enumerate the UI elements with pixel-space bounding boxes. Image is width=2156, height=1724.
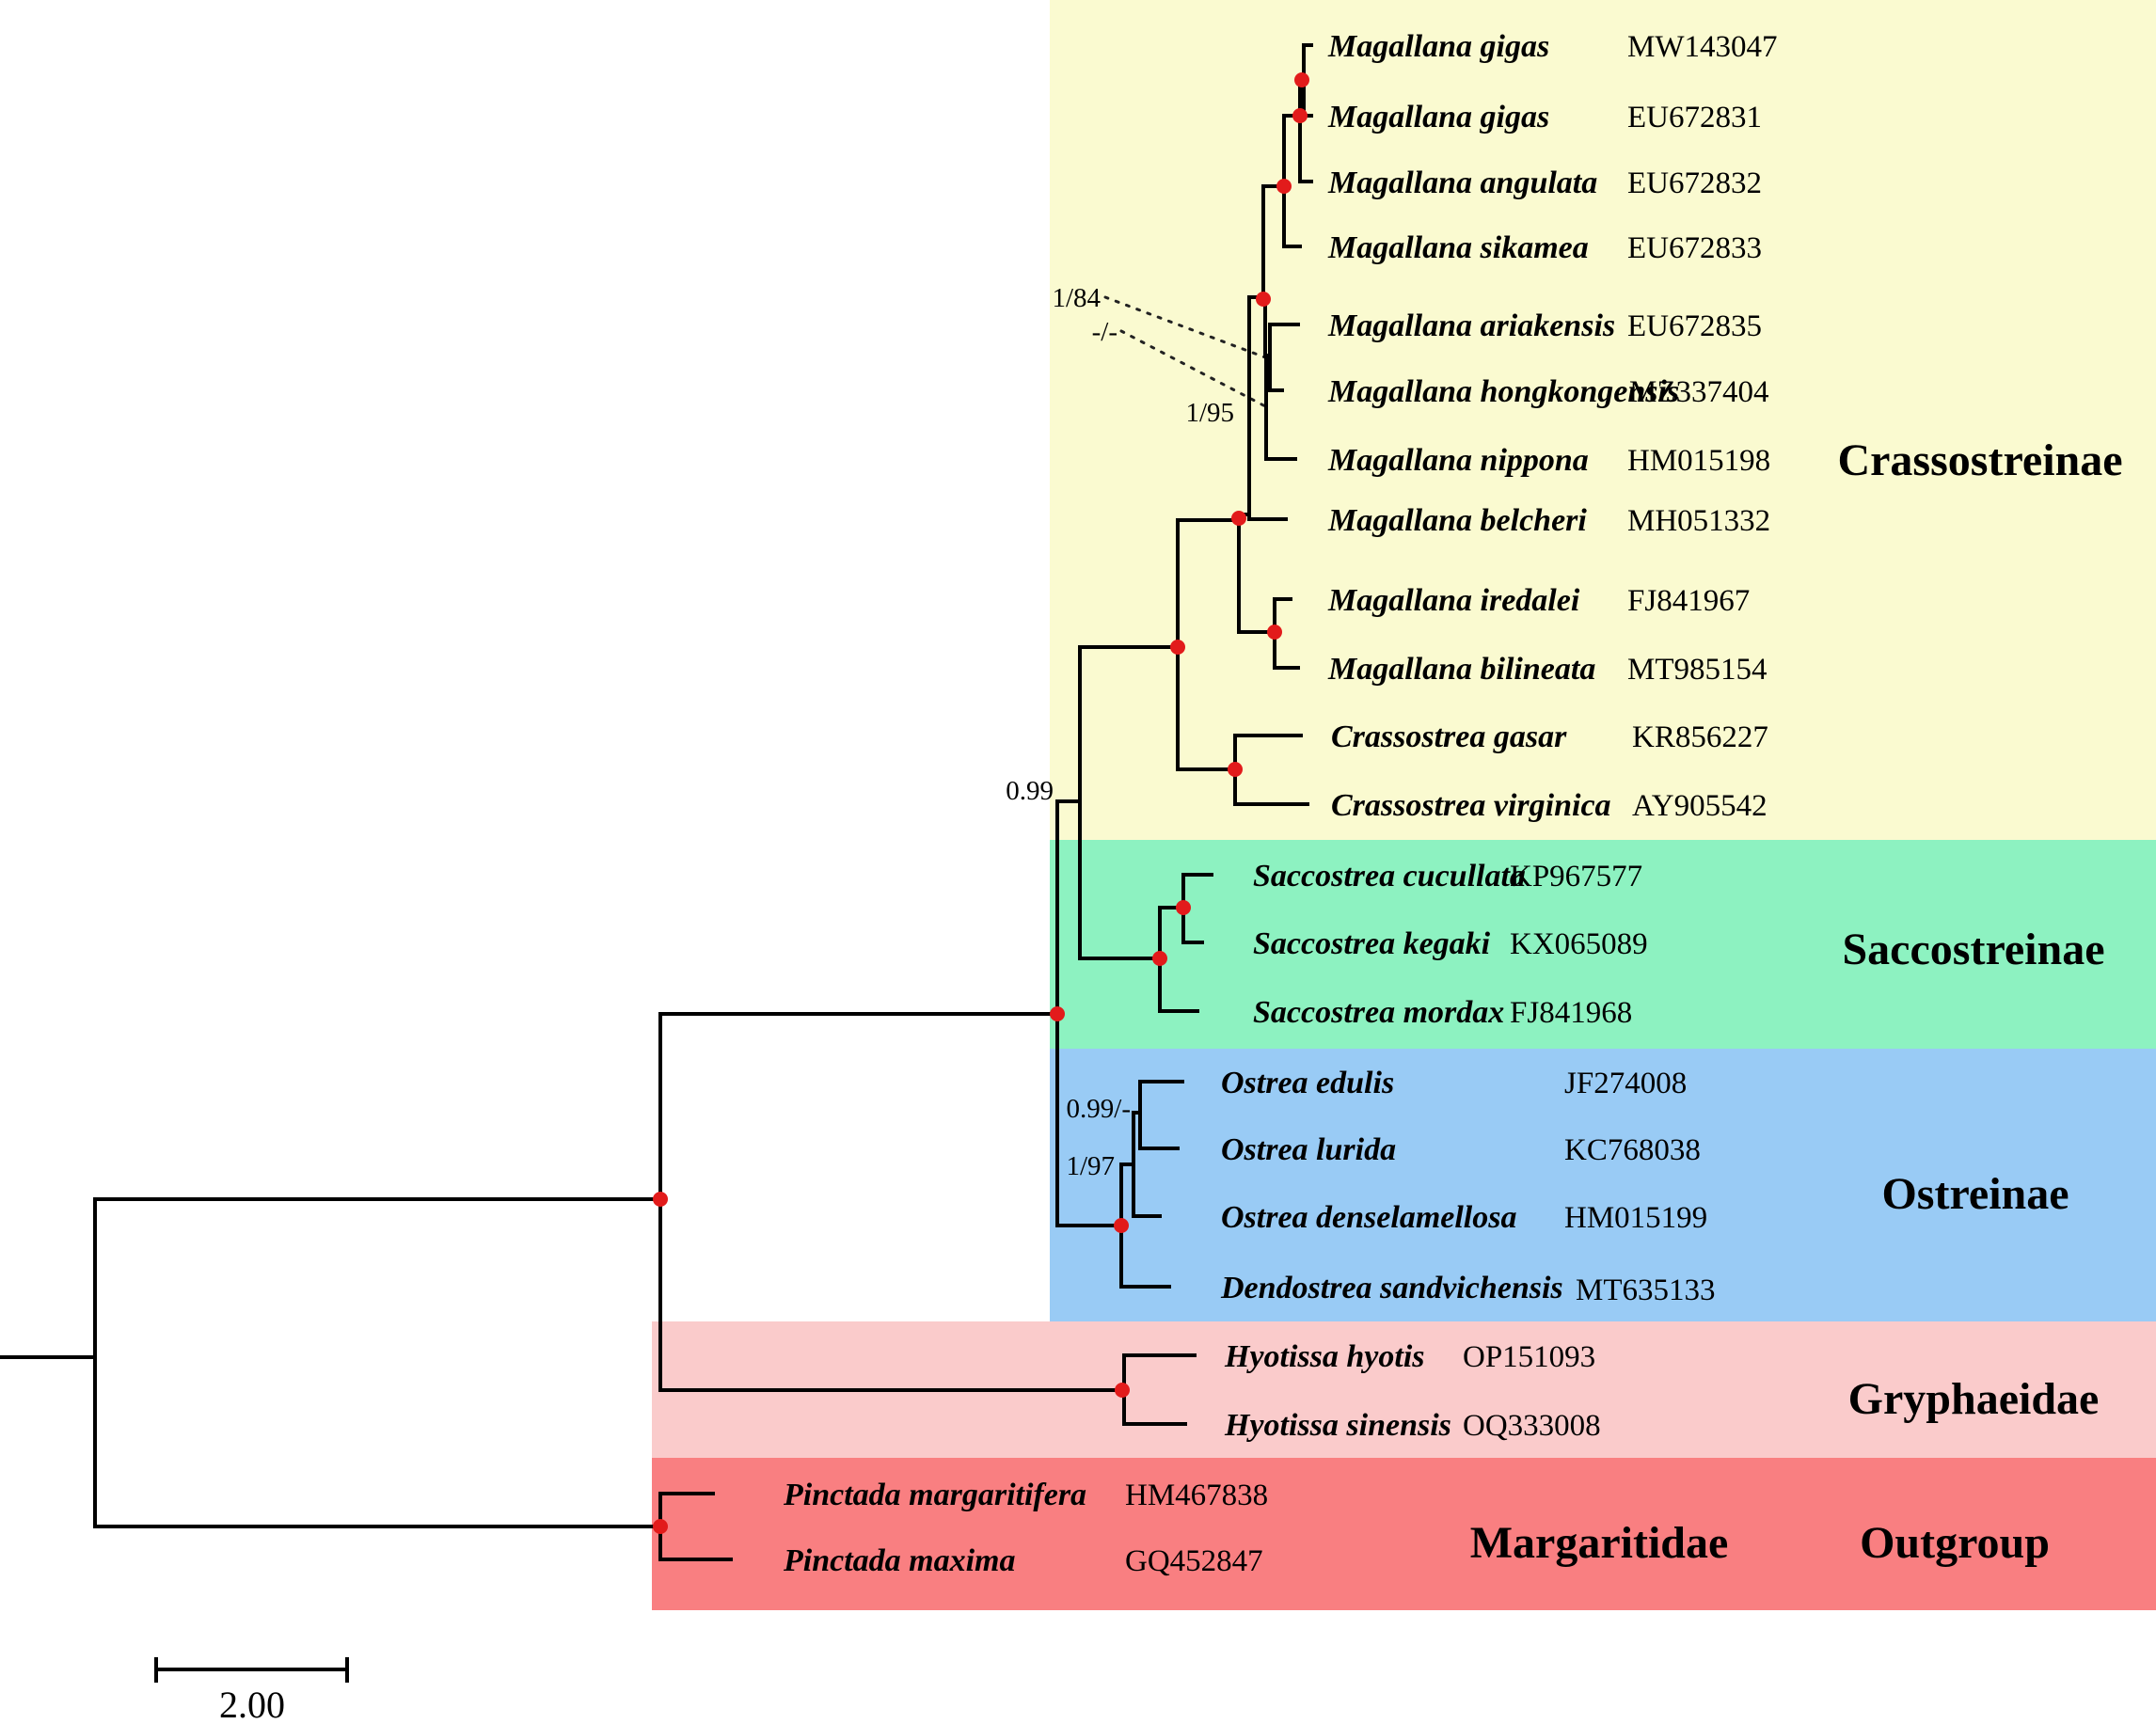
taxon-species-label: Pinctada margaritifera — [783, 1478, 1086, 1512]
taxon-accession-label: AY905542 — [1632, 789, 1768, 823]
taxon-accession-label: FJ841967 — [1627, 584, 1750, 618]
node-dot — [1267, 625, 1282, 640]
taxon-accession-label: KC768038 — [1564, 1133, 1701, 1167]
support-label: 1/95 — [1185, 398, 1234, 428]
support-label: -/- — [1092, 317, 1118, 347]
node-dot — [1292, 108, 1308, 123]
taxon-accession-label: MT635133 — [1576, 1273, 1716, 1307]
taxon-labels: Magallana gigas MW143047 Magallana gigas… — [783, 29, 1778, 1578]
taxon-species-label: Pinctada maxima — [783, 1543, 1016, 1578]
taxon-accession-label: EU672835 — [1627, 309, 1762, 343]
taxon-species-label: Magallana ariakensis — [1327, 308, 1615, 343]
node-dot — [1115, 1383, 1130, 1398]
band-outgroup — [652, 1458, 2156, 1610]
taxon-species-label: Magallana angulata — [1327, 166, 1597, 200]
taxon-accession-label: KR856227 — [1632, 720, 1768, 754]
support-labels: 1/84 -/- 1/95 0.99 0.99/- 1/97 — [1006, 283, 1234, 1181]
taxon-accession-label: MW143047 — [1627, 30, 1778, 64]
node-dot — [1170, 640, 1185, 655]
scale-bar-label: 2.00 — [219, 1684, 285, 1724]
taxon-accession-label: HM015198 — [1627, 444, 1770, 478]
node-dot — [1152, 951, 1167, 966]
node-dot — [1256, 292, 1271, 307]
node-dot — [1050, 1006, 1065, 1021]
taxon-species-label: Crassostrea gasar — [1331, 720, 1567, 754]
taxon-accession-label: MH051332 — [1627, 504, 1770, 538]
taxon-species-label: Saccostrea kegaki — [1253, 926, 1491, 961]
taxon-species-label: Hyotissa sinensis — [1224, 1408, 1451, 1443]
node-dot — [1231, 511, 1246, 526]
clade-label-outgroup: Outgroup — [1860, 1518, 2050, 1568]
taxon-accession-label: HM015199 — [1564, 1201, 1707, 1235]
taxon-species-label: Ostrea denselamellosa — [1221, 1200, 1516, 1235]
scale-bar: 2.00 — [154, 1657, 349, 1724]
taxon-accession-label: KX065089 — [1510, 927, 1648, 961]
clade-label-ostreinae: Ostreinae — [1881, 1169, 2069, 1219]
taxon-species-label: Crassostrea virginica — [1331, 788, 1611, 823]
taxon-species-label: Ostrea lurida — [1221, 1132, 1396, 1167]
node-dots — [653, 72, 1309, 1534]
node-dot — [653, 1192, 668, 1207]
support-label: 1/84 — [1052, 283, 1101, 313]
taxon-accession-label: MT985154 — [1627, 653, 1768, 687]
taxon-accession-label: EU672833 — [1627, 231, 1762, 265]
taxon-species-label: Ostrea edulis — [1221, 1066, 1394, 1100]
taxon-species-label: Magallana iredalei — [1327, 583, 1580, 618]
taxon-accession-label: OP151093 — [1463, 1340, 1595, 1374]
taxon-accession-label: GQ452847 — [1125, 1544, 1263, 1578]
node-dot — [1114, 1218, 1129, 1233]
taxon-accession-label: MZ337404 — [1629, 375, 1769, 409]
support-label: 1/97 — [1066, 1151, 1115, 1181]
band-crassostreinae — [1050, 0, 2156, 840]
taxon-accession-label: JF274008 — [1564, 1067, 1687, 1100]
taxon-accession-label: HM467838 — [1125, 1479, 1268, 1512]
taxon-species-label: Magallana gigas — [1327, 29, 1549, 64]
taxon-accession-label: EU672831 — [1627, 101, 1762, 134]
support-callout-lines — [1103, 295, 1271, 410]
node-dot — [653, 1519, 668, 1534]
node-dot — [1276, 179, 1292, 194]
node-dot — [1228, 762, 1243, 777]
clade-label-margaritidae: Margaritidae — [1470, 1518, 1729, 1568]
taxon-species-label: Magallana sikamea — [1327, 230, 1589, 265]
taxon-species-label: Saccostrea cucullata — [1253, 859, 1526, 894]
clade-label-gryphaeidae: Gryphaeidae — [1848, 1374, 2100, 1424]
support-label: 0.99/- — [1067, 1094, 1131, 1124]
taxon-species-label: Magallana bilineata — [1327, 652, 1595, 687]
scale-bar-line — [154, 1657, 349, 1683]
clade-labels: Crassostreinae Saccostreinae Ostreinae G… — [1470, 435, 2123, 1568]
taxon-species-label: Hyotissa hyotis — [1224, 1339, 1425, 1374]
support-label: 0.99 — [1006, 776, 1054, 806]
taxon-species-label: Magallana nippona — [1327, 443, 1589, 478]
band-ostreinae — [1050, 1049, 2156, 1321]
band-saccostreinae — [1050, 840, 2156, 1049]
node-dot — [1176, 900, 1191, 915]
clade-label-crassostreinae: Crassostreinae — [1837, 435, 2122, 485]
taxon-accession-label: FJ841968 — [1510, 996, 1632, 1030]
taxon-species-label: Magallana belcheri — [1327, 503, 1587, 538]
taxon-accession-label: OQ333008 — [1463, 1409, 1601, 1443]
taxon-species-label: Magallana gigas — [1327, 100, 1549, 134]
clade-label-saccostreinae: Saccostreinae — [1842, 925, 2104, 974]
taxon-accession-label: EU672832 — [1627, 166, 1762, 200]
node-dot — [1294, 72, 1309, 87]
taxon-species-label: Dendostrea sandvichensis — [1220, 1271, 1563, 1305]
taxon-species-label: Saccostrea mordax — [1253, 995, 1504, 1030]
taxon-species-label: Magallana hongkongensis — [1327, 374, 1679, 409]
taxon-accession-label: KP967577 — [1510, 860, 1642, 894]
